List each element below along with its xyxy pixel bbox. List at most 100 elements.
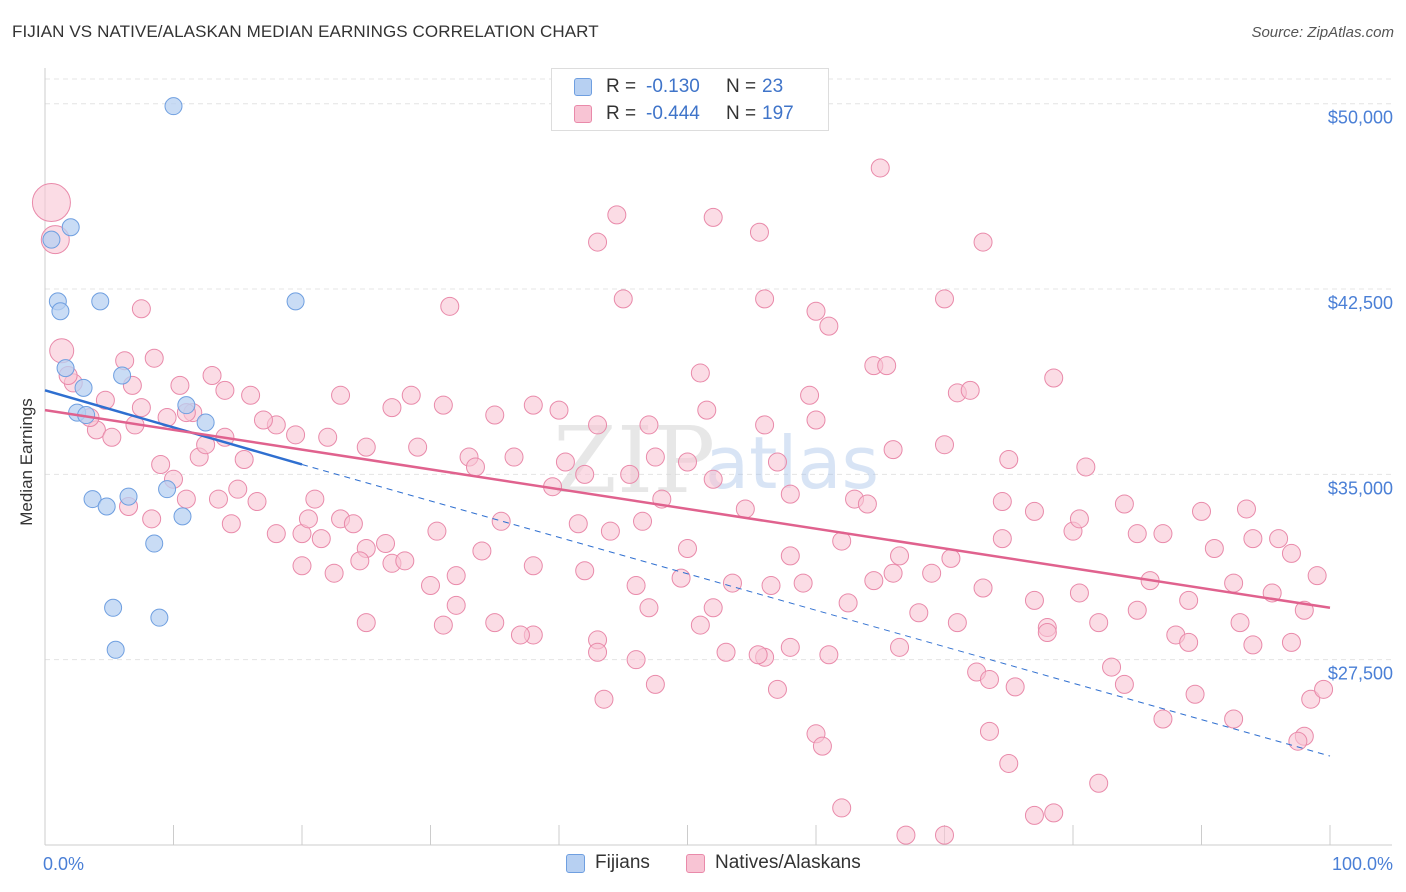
native-alaskan-point bbox=[142, 509, 162, 529]
native-alaskan-point bbox=[1089, 613, 1109, 633]
native-alaskan-point bbox=[331, 385, 351, 405]
native-alaskan-point bbox=[549, 400, 569, 420]
native-alaskan-point bbox=[343, 514, 363, 534]
native-alaskan-point bbox=[973, 578, 993, 598]
native-alaskan-point bbox=[1288, 731, 1308, 751]
native-alaskan-point bbox=[1044, 368, 1064, 388]
x-tick-label-min: 0.0% bbox=[43, 854, 84, 874]
native-alaskan-point bbox=[819, 316, 839, 336]
native-alaskan-point bbox=[626, 650, 646, 670]
y-tick-label: $50,000 bbox=[1328, 108, 1393, 128]
grid-layer bbox=[45, 78, 1392, 661]
native-alaskan-point bbox=[523, 395, 543, 415]
native-alaskan-point bbox=[1037, 622, 1057, 642]
fijians-swatch bbox=[566, 853, 585, 873]
native-alaskan-point bbox=[1114, 674, 1134, 694]
native-alaskan-point bbox=[298, 509, 318, 529]
legend-item-fijians[interactable]: Fijians bbox=[566, 852, 650, 874]
native-alaskan-point bbox=[266, 524, 286, 544]
r-value: -0.130 bbox=[646, 76, 700, 97]
native-alaskan-point bbox=[1243, 635, 1263, 655]
legend-label: Natives/Alaskans bbox=[715, 852, 861, 873]
native-alaskan-point bbox=[1281, 543, 1301, 563]
native-alaskan-point bbox=[1102, 657, 1122, 677]
native-alaskan-point bbox=[356, 437, 376, 457]
native-alaskan-point bbox=[594, 689, 614, 709]
native-alaskan-point bbox=[241, 385, 261, 405]
native-alaskan-point bbox=[221, 514, 241, 534]
native-alaskan-point bbox=[645, 447, 665, 467]
native-alaskan-point bbox=[433, 615, 453, 635]
native-alaskan-point bbox=[1281, 632, 1301, 652]
watermark-layer: ZIP atlas bbox=[553, 407, 879, 514]
r-value: -0.444 bbox=[646, 103, 700, 124]
fijian-point bbox=[158, 480, 177, 499]
series-legend: Fijians Natives/Alaskans bbox=[0, 852, 1406, 876]
natives-swatch bbox=[686, 853, 705, 873]
native-alaskan-point bbox=[1069, 509, 1089, 529]
native-alaskan-point bbox=[890, 637, 910, 657]
native-alaskan-point bbox=[761, 576, 781, 596]
native-alaskan-point bbox=[1185, 684, 1205, 704]
native-alaskan-point bbox=[588, 642, 608, 662]
fijian-point bbox=[61, 218, 80, 237]
native-alaskan-point bbox=[613, 289, 633, 309]
native-alaskan-point bbox=[1179, 590, 1199, 610]
native-alaskan-point bbox=[1153, 524, 1173, 544]
fijian-trend-extension bbox=[301, 463, 1331, 757]
y-tick-label: $27,500 bbox=[1328, 664, 1393, 684]
native-alaskan-point bbox=[780, 637, 800, 657]
legend-item-natives[interactable]: Natives/Alaskans bbox=[686, 852, 861, 874]
native-alaskan-point bbox=[1204, 538, 1224, 558]
native-alaskan-point bbox=[131, 299, 151, 319]
native-alaskan-point bbox=[102, 427, 122, 447]
native-alaskan-point bbox=[144, 348, 164, 368]
fijians-swatch bbox=[574, 78, 592, 96]
native-alaskan-point bbox=[408, 437, 428, 457]
native-alaskan-point bbox=[883, 563, 903, 583]
native-alaskan-point bbox=[485, 613, 505, 633]
native-alaskan-point bbox=[941, 548, 961, 568]
fijian-point bbox=[91, 292, 110, 311]
native-alaskan-point bbox=[780, 484, 800, 504]
legend-label: Fijians bbox=[595, 852, 650, 873]
fijian-point bbox=[286, 292, 305, 311]
native-alaskan-point bbox=[645, 674, 665, 694]
native-alaskan-point bbox=[588, 415, 608, 435]
legend-row-fijians: R = -0.130 N = 23 bbox=[574, 75, 783, 99]
native-alaskan-point bbox=[1314, 679, 1334, 699]
y-tick-label: $35,000 bbox=[1328, 478, 1393, 498]
fijian-trend-line bbox=[44, 389, 303, 466]
r-label: R = bbox=[606, 76, 637, 97]
native-alaskan-trend-line bbox=[44, 408, 1331, 610]
native-alaskan-point bbox=[440, 296, 460, 316]
fijian-point bbox=[113, 366, 132, 385]
native-alaskan-point bbox=[1224, 573, 1244, 593]
native-alaskan-point bbox=[697, 400, 717, 420]
native-alaskan-point bbox=[1243, 529, 1263, 549]
fijian-point bbox=[56, 359, 75, 378]
native-alaskan-point bbox=[973, 232, 993, 252]
native-alaskan-point bbox=[31, 183, 71, 223]
native-alaskan-point bbox=[1301, 689, 1321, 709]
native-alaskan-point bbox=[1192, 501, 1211, 521]
native-alaskan-point bbox=[485, 405, 505, 425]
native-alaskan-point bbox=[465, 457, 485, 477]
native-alaskan-point bbox=[690, 615, 710, 635]
native-alaskan-point bbox=[832, 798, 852, 818]
native-alaskan-point bbox=[382, 398, 402, 418]
native-alaskan-point bbox=[1236, 499, 1256, 519]
native-alaskan-point bbox=[247, 492, 267, 512]
fijian-point bbox=[177, 396, 196, 415]
native-alaskan-point bbox=[992, 492, 1012, 512]
native-alaskan-point bbox=[1069, 583, 1089, 603]
fijian-point bbox=[104, 598, 123, 617]
native-alaskan-point bbox=[575, 561, 595, 581]
native-alaskan-point bbox=[95, 390, 115, 410]
fijian-point bbox=[164, 97, 183, 116]
native-alaskan-point bbox=[472, 541, 492, 561]
native-alaskan-point bbox=[620, 464, 640, 484]
native-alaskan-point bbox=[639, 415, 659, 435]
fijian-point bbox=[74, 378, 93, 397]
